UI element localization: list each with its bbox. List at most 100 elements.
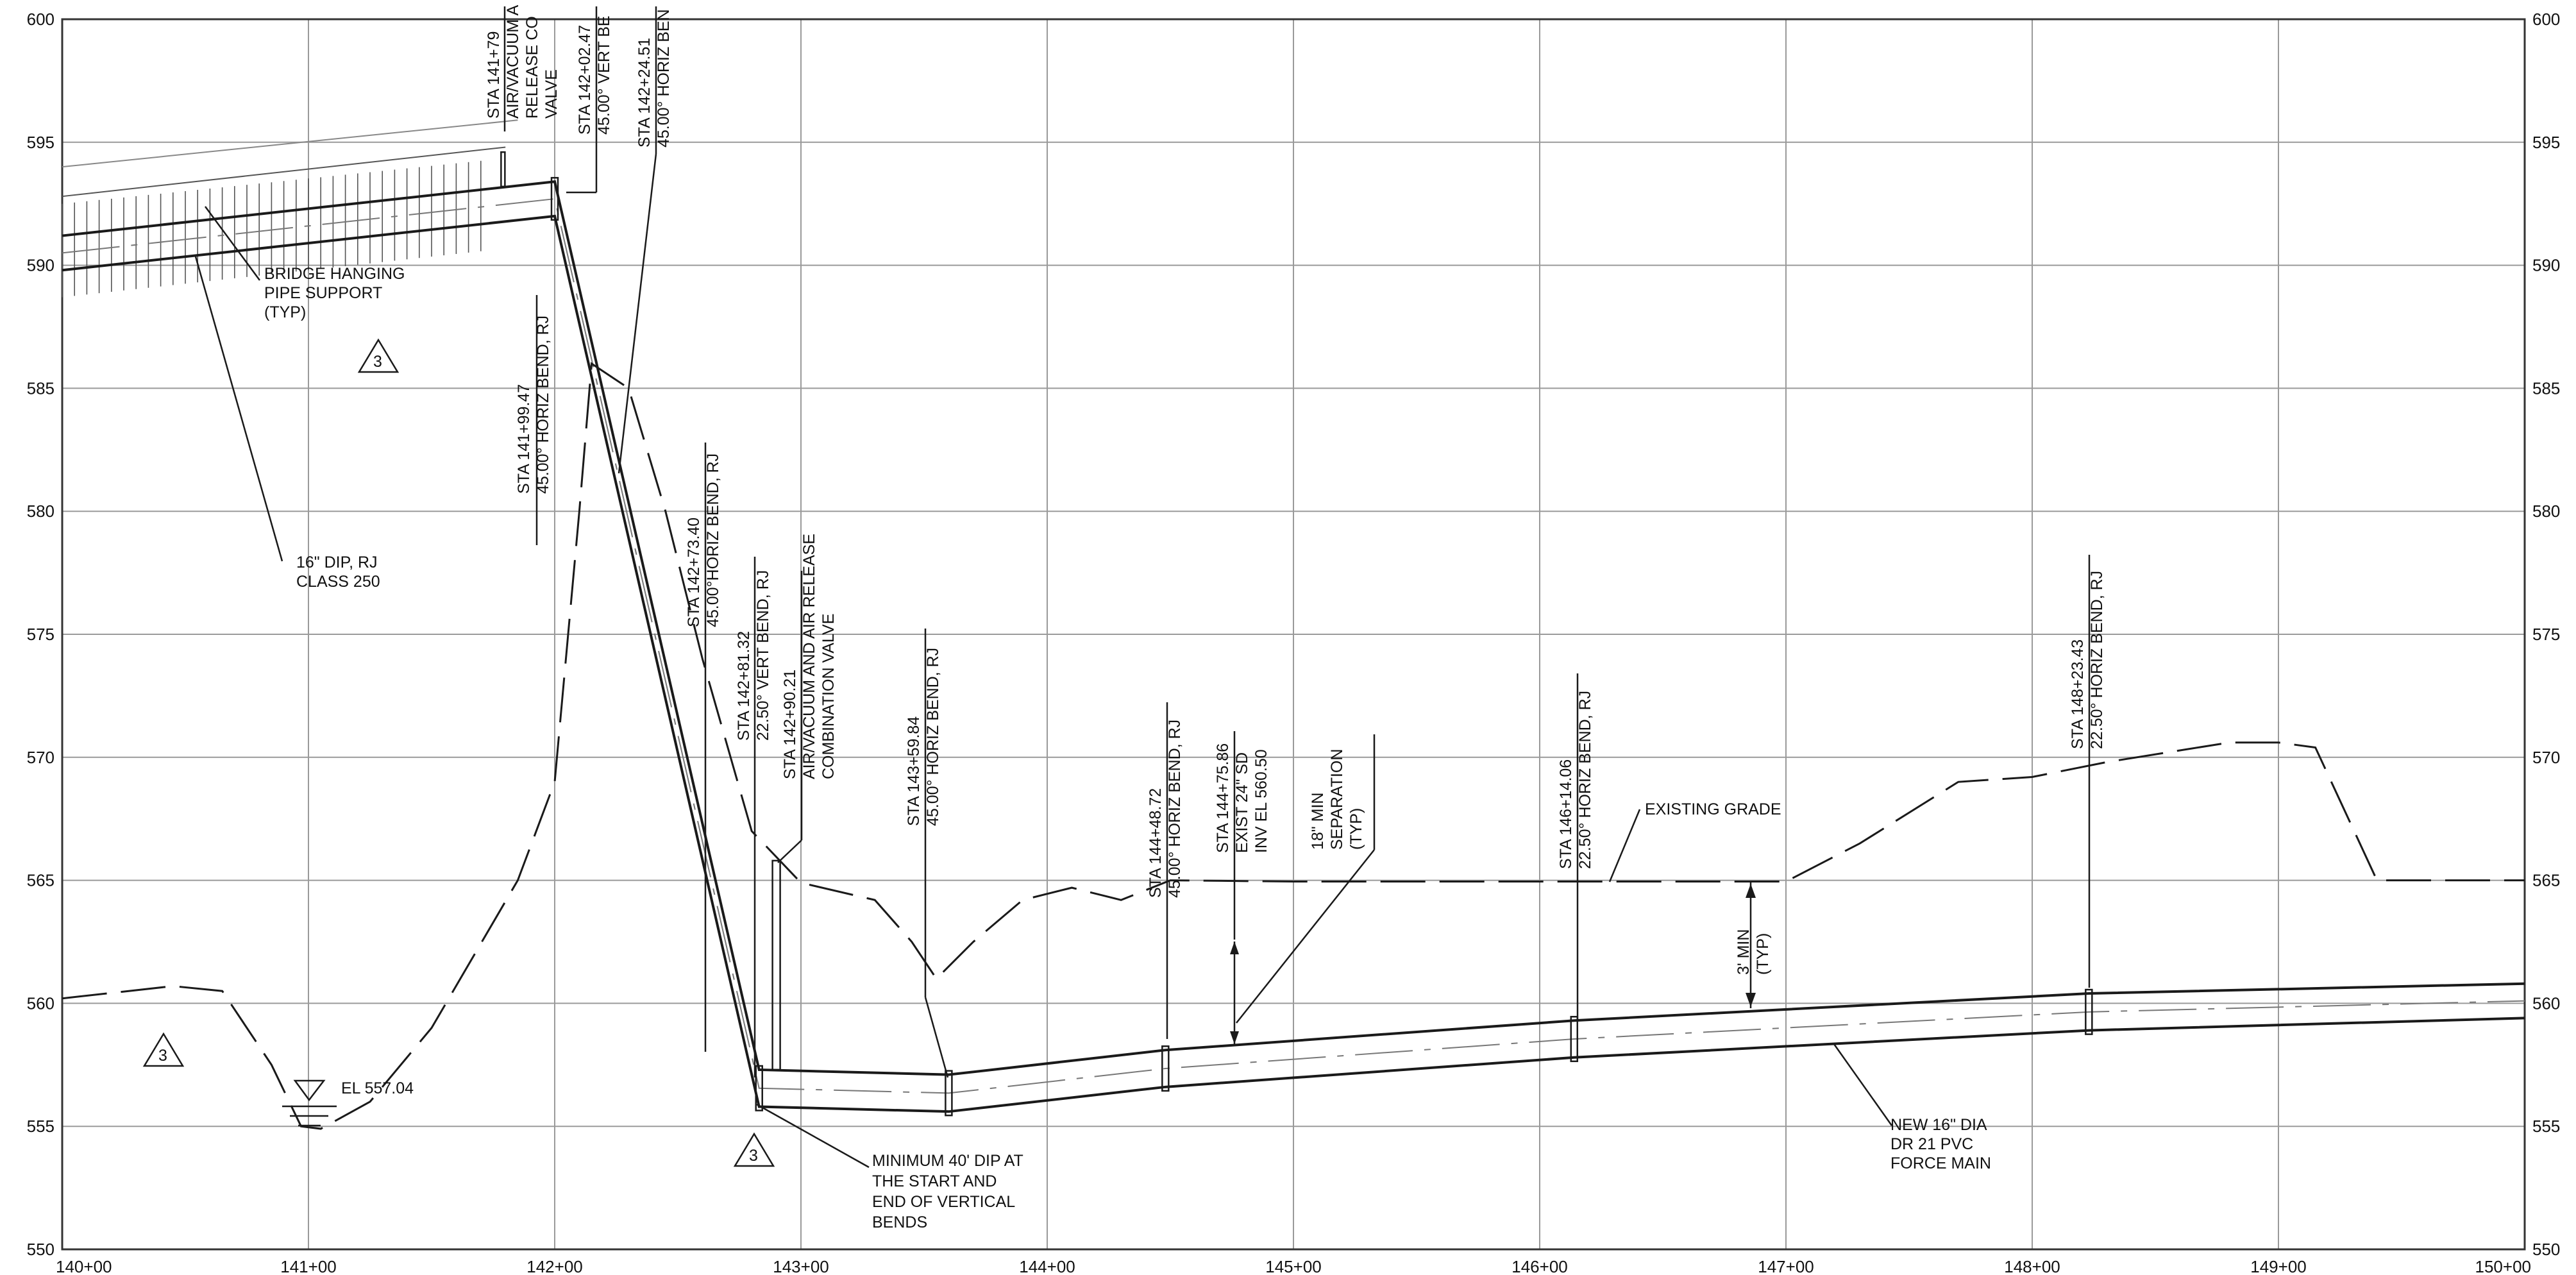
note-sta-144-48-line2: 45.00° HORIZ BEND, RJ [1166, 720, 1184, 898]
note-dip-pipe: 16" DIP, RJ CLASS 250 [296, 553, 380, 591]
note-sta-142-73: STA 142+73.40 45.00°HORIZ BEND, RJ [685, 453, 722, 627]
elevation-label-right: 575 [2532, 625, 2560, 644]
note-sta-143-59-line1: STA 143+59.84 [905, 716, 923, 826]
elevation-label-left: 585 [27, 378, 55, 398]
note-sta-148-23-line1: STA 148+23.43 [2069, 639, 2087, 749]
note-sta-142-90-line1: STA 142+90.21 [781, 670, 799, 779]
leader-separation-b [1236, 849, 1375, 1024]
note-new-force-main-line3: FORCE MAIN [1890, 1154, 1991, 1172]
pipe-bottom-line [62, 214, 2525, 1113]
note-sta-142-73-line1: STA 142+73.40 [685, 518, 703, 627]
elevation-label-right: 555 [2532, 1117, 2560, 1136]
pipe-fitting [1570, 1016, 1579, 1063]
note-sta-142-81-line1: STA 142+81.32 [735, 631, 753, 741]
note-existing-grade: EXISTING GRADE [1645, 800, 1781, 818]
leader-existing-grade [1608, 809, 1641, 882]
pipe-fitting [755, 1065, 763, 1111]
note-separation-line3: (TYP) [1347, 808, 1365, 850]
note-cover-line1: 3' MIN [1735, 929, 1753, 975]
note-cover: 3' MIN (TYP) [1735, 929, 1772, 975]
note-sta-141-79-line4: VALVE [543, 69, 560, 119]
drawing-frame [61, 18, 2526, 1251]
separation-arrow-up-icon [1230, 941, 1239, 954]
station-labels: 140+00 141+00 142+00 143+00 144+00 145+00 146+… [56, 1257, 2531, 1275]
note-sta-142-90-line3: COMBINATION VALVE [820, 614, 838, 779]
elevation-label-left: 560 [27, 993, 55, 1013]
note-sta-142-24-line2: 45.00° HORIZ BEN [655, 9, 673, 148]
bridge-deck-line [62, 119, 518, 168]
revision-triangle-icon [357, 338, 400, 373]
leader-sta-142-24 [618, 153, 657, 474]
elevation-label-right: 565 [2532, 871, 2560, 890]
leader-minimum-dip [756, 1103, 870, 1169]
note-sta-142-81-line2: 22.50° VERT BEND, RJ [754, 570, 772, 741]
cover-dimension-arrows [1230, 884, 1756, 1044]
elevation-label-left: 550 [27, 1240, 55, 1259]
pipe-fitting [2085, 988, 2093, 1035]
revision-marker-3-text: 3 [749, 1147, 758, 1165]
note-sta-142-02-line2: 45.00° VERT BE [595, 15, 613, 135]
note-sta-142-02: STA 142+02.47 45.00° VERT BE [576, 15, 613, 135]
elevation-label-right: 590 [2532, 256, 2560, 275]
note-sta-141-79-line3: RELEASE CO [523, 16, 541, 119]
note-minimum-dip-line3: END OF VERTICAL [872, 1193, 1015, 1211]
note-sta-141-79: STA 141+79 AIR/VACUUM A RELEASE CO VALVE [485, 4, 560, 119]
note-sta-141-99-line1: STA 141+99.47 [515, 384, 533, 494]
note-dip-pipe-line2: CLASS 250 [296, 573, 380, 591]
note-water-surface: EL 557.04 [341, 1079, 414, 1097]
bridge-structure [62, 119, 518, 298]
pipe-top-line [62, 180, 2525, 1076]
leader-bridge-support [204, 206, 261, 281]
note-cover-line2: (TYP) [1754, 933, 1772, 975]
elevation-label-right: 560 [2532, 993, 2560, 1013]
note-separation-line2: SEPARATION [1328, 749, 1346, 850]
station-label: 143+00 [773, 1257, 829, 1275]
note-sta-144-75-line1: STA 144+75.86 [1214, 743, 1232, 853]
elevation-label-left: 575 [27, 625, 55, 644]
station-label: 140+00 [56, 1257, 112, 1275]
station-label: 142+00 [526, 1257, 582, 1275]
note-bridge-support-line3: (TYP) [264, 303, 306, 321]
note-sta-142-81: STA 142+81.32 22.50° VERT BEND, RJ [735, 570, 772, 741]
annotation-leaders [194, 6, 2091, 1169]
station-label: 148+00 [2004, 1257, 2060, 1275]
note-minimum-dip-line4: BENDS [872, 1213, 927, 1231]
note-minimum-dip: MINIMUM 40' DIP AT THE START AND END OF … [872, 1152, 1023, 1231]
elevation-labels-right: 600 595 590 585 580 575 570 565 560 555 550 [2532, 10, 2560, 1259]
note-sta-143-59-line2: 45.00° HORIZ BEND, RJ [924, 648, 942, 826]
elevation-label-left: 595 [27, 133, 55, 152]
leader-sta-142-90-b [777, 840, 802, 863]
note-sta-141-99: STA 141+99.47 45.00° HORIZ BEND, RJ [515, 316, 552, 494]
station-label: 149+00 [2250, 1257, 2306, 1275]
note-dip-pipe-line1: 16" DIP, RJ [296, 553, 378, 571]
station-label: 147+00 [1758, 1257, 1814, 1275]
note-sta-148-23-line2: 22.50° HORIZ BEND, RJ [2088, 571, 2106, 749]
elevation-label-left: 580 [27, 502, 55, 521]
elevation-label-left: 590 [27, 256, 55, 275]
water-surface-icon [282, 1079, 337, 1127]
leader-sta-143-59-b [924, 997, 949, 1078]
separation-arrow-down-icon [1230, 1031, 1239, 1044]
revision-marker-3: 3 [733, 1132, 775, 1167]
note-sta-142-24: STA 142+24.51 45.00° HORIZ BEN [636, 9, 673, 148]
elevation-label-right: 550 [2532, 1240, 2560, 1259]
revision-marker-2-text: 3 [158, 1047, 167, 1065]
note-sta-144-75-line2: EXIST 24" SD [1233, 752, 1251, 853]
elevation-label-right: 580 [2532, 502, 2560, 521]
note-new-force-main-line2: DR 21 PVC [1890, 1135, 1973, 1153]
note-sta-146-14-line1: STA 146+14.06 [1557, 759, 1575, 869]
existing-grade-line [62, 362, 2525, 1130]
note-sta-144-48: STA 144+48.72 45.00° HORIZ BEND, RJ [1147, 720, 1184, 898]
station-label: 150+00 [2475, 1257, 2531, 1275]
note-sta-143-59: STA 143+59.84 45.00° HORIZ BEND, RJ [905, 648, 942, 826]
elevation-label-right: 595 [2532, 133, 2560, 152]
note-minimum-dip-line1: MINIMUM 40' DIP AT [872, 1152, 1023, 1170]
note-bridge-support-line1: BRIDGE HANGING [264, 265, 405, 283]
pipe-fittings [500, 151, 2093, 1117]
station-label: 146+00 [1511, 1257, 1567, 1275]
bridge-beam-line [62, 146, 506, 198]
elevation-label-left: 600 [27, 10, 55, 29]
elevation-label-left: 555 [27, 1117, 55, 1136]
arrow-up-icon [1746, 884, 1756, 898]
note-sta-141-79-line2: AIR/VACUUM A [504, 4, 522, 119]
